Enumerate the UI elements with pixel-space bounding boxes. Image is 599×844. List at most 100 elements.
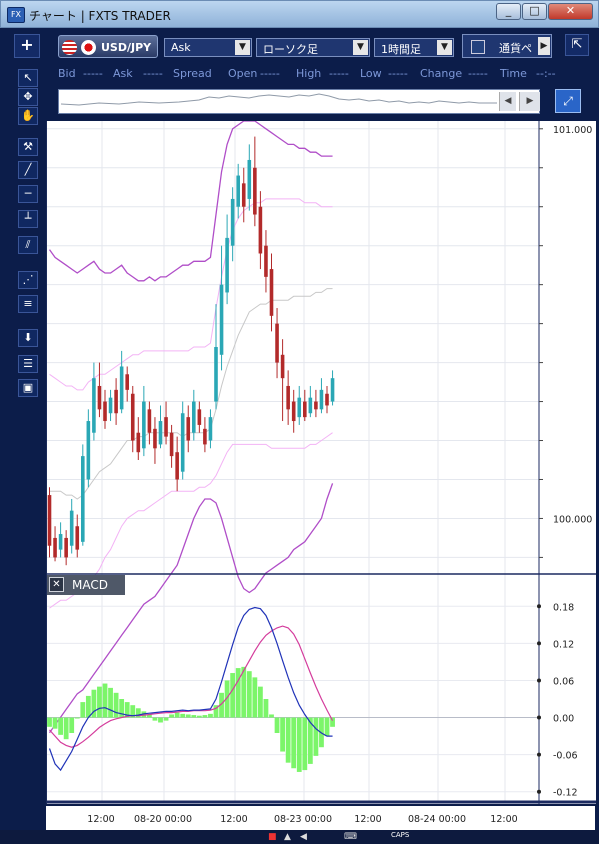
macd-histogram-bar (85, 695, 91, 718)
line-draw-icon[interactable]: ╱ (18, 161, 38, 179)
minimize-button[interactable]: _ (496, 3, 521, 20)
tray-keyboard-icon[interactable]: ⌨ (344, 832, 357, 842)
tray-volume-icon[interactable]: ◀ (300, 832, 307, 842)
window-title: チャート | FXTS TRADER (29, 9, 171, 23)
macd-histogram-bar (63, 717, 69, 740)
us-flag-icon (62, 40, 77, 55)
candle-body (153, 428, 157, 449)
crosshair-icon[interactable]: ✥ (18, 88, 38, 106)
macd-histogram-bar (91, 689, 97, 718)
nav-scroll-left[interactable]: ◀ (499, 92, 516, 111)
camera-icon[interactable]: ▣ (18, 379, 38, 397)
macd-histogram-bar (252, 677, 258, 718)
candle-body (119, 366, 124, 410)
hand-pan-icon[interactable]: ✋ (18, 107, 38, 125)
bid-label: Bid (58, 67, 76, 80)
list-icon[interactable]: ☰ (18, 355, 38, 373)
candle-body (69, 510, 74, 546)
system-taskbar: ■ ▲ ◀ ⌨ CAPS (0, 830, 599, 844)
pair-select-label: 通貨ペ (499, 42, 532, 55)
chart-area[interactable]: 101.000 100.000 0.18 0.12 0.06 0.00 -0.06 -0.12… (46, 121, 596, 804)
macd-histogram-bar (269, 714, 274, 718)
candle-body (197, 409, 202, 425)
macd-histogram-bar (246, 671, 252, 718)
caps-lock-indicator: CAPS (391, 831, 410, 839)
chart-type-select[interactable]: ローソク足 ▼ (256, 38, 370, 57)
price-type-value: Ask (171, 41, 191, 54)
chevron-down-icon: ▼ (437, 40, 452, 55)
time-axis-label: 12:00 (220, 814, 247, 825)
macd-histogram-bar (47, 717, 52, 727)
macd-histogram-bar (263, 699, 269, 718)
candle-body (125, 374, 129, 390)
time-axis: 12:00 08-20 00:00 12:00 08-23 00:00 12:00 08-… (46, 806, 595, 830)
candle-body (169, 432, 174, 457)
candle-body (219, 284, 224, 355)
jp-flag-icon (81, 40, 96, 55)
fan-icon[interactable]: ⋰ (18, 271, 38, 289)
candle-body (97, 385, 102, 410)
horizontal-line-icon[interactable]: ─ (18, 185, 38, 203)
macd-histogram-bar (296, 717, 302, 772)
macd-histogram-bar (208, 713, 213, 718)
zoom-fit-button[interactable]: ⤢ (555, 89, 581, 113)
bollinger-lower-line (48, 483, 334, 734)
candle-body (275, 323, 279, 363)
macd-histogram-bar (180, 713, 186, 718)
low-label: Low (360, 67, 382, 80)
macd-tick-label: 0.06 (553, 676, 574, 687)
candle-body (308, 397, 313, 414)
candle-body (258, 206, 263, 254)
undock-button[interactable]: ⇱ (565, 34, 589, 56)
quote-bar: Bid ----- Ask ----- Spread Open ----- Hi… (58, 67, 568, 83)
candle-body (303, 401, 307, 418)
macd-histogram-bar (108, 687, 113, 718)
macd-histogram-bar (285, 717, 291, 763)
macd-histogram-bar (69, 717, 75, 733)
macd-histogram-bar (185, 714, 191, 718)
candle-body (103, 401, 107, 422)
currency-pair-select[interactable]: 通貨ペ ▶ (462, 34, 552, 58)
price-type-select[interactable]: Ask ▼ (164, 38, 252, 57)
pin-icon[interactable]: ⚒ (18, 138, 38, 156)
candle-body (180, 413, 185, 472)
chart-navigator[interactable]: ◀ ▶ (58, 89, 540, 114)
vertical-line-icon[interactable]: ┴ (18, 210, 38, 228)
fibonacci-icon[interactable]: ≡ (18, 295, 38, 313)
parallel-lines-icon[interactable]: ⫽ (18, 236, 38, 254)
macd-histogram-bar (302, 717, 308, 771)
macd-histogram-bar (141, 711, 147, 718)
download-icon[interactable]: ⬇ (18, 329, 38, 347)
close-button[interactable]: ✕ (548, 3, 593, 20)
candle-body (86, 421, 91, 480)
candle-body (147, 409, 152, 433)
high-label: High (296, 67, 322, 80)
macd-title: MACD (72, 578, 108, 592)
new-chart-button[interactable]: + (14, 34, 40, 58)
candle-body (291, 401, 296, 422)
macd-histogram-bar (324, 717, 330, 737)
candle-body (58, 534, 63, 550)
price-axis-mid-label: 100.000 (553, 514, 592, 525)
nav-scroll-right[interactable]: ▶ (519, 92, 540, 111)
candle-body (92, 378, 96, 433)
macd-histogram-bar (174, 712, 180, 718)
macd-tick-label: -0.12 (553, 788, 578, 799)
macd-histogram-bar (235, 668, 241, 718)
timeframe-select[interactable]: 1時間足 ▼ (374, 38, 454, 57)
pair-checkbox[interactable] (471, 40, 485, 54)
candle-body (75, 526, 80, 550)
macd-close-button[interactable]: ✕ (49, 577, 64, 592)
timeframe-value: 1時間足 (381, 43, 421, 56)
tray-network-icon[interactable]: ▲ (284, 832, 291, 842)
macd-histogram-bar (274, 717, 280, 733)
candle-body (192, 401, 196, 433)
macd-histogram-bar (74, 717, 80, 719)
candle-body (108, 397, 113, 414)
tray-app-icon[interactable]: ■ (268, 832, 277, 842)
maximize-button[interactable]: □ (522, 3, 547, 20)
select-arrow-icon[interactable]: ↖ (18, 69, 38, 87)
candle-body (136, 432, 141, 453)
symbol-button[interactable]: USD/JPY (58, 35, 158, 58)
candle-body (236, 175, 240, 207)
